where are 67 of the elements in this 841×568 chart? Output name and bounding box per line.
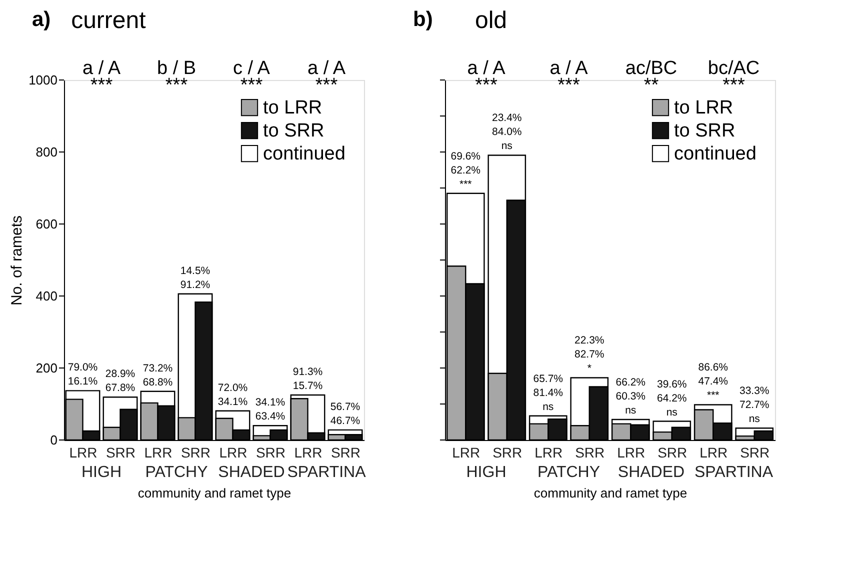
y-tick-label: 1000 <box>28 72 58 88</box>
x-tick-label: SRR <box>658 444 688 460</box>
chart-title: current <box>71 7 146 34</box>
x-tick-label: LRR <box>294 444 322 460</box>
annotation: 22.3% 82.7% * <box>574 334 604 375</box>
x-tick-label: LRR <box>534 444 563 460</box>
x-tick-label: LRR <box>452 444 480 460</box>
text: SPARTINA <box>694 464 774 481</box>
annotation: a / A *** <box>307 58 346 96</box>
annotation: 28.9% 67.8% <box>105 368 136 394</box>
legend-label: to SRR <box>263 120 324 142</box>
x-tick-label: SRR <box>492 444 522 460</box>
x-tick-label: SRR <box>106 444 136 460</box>
annotation: 86.6% 47.4% *** <box>698 362 728 402</box>
x-tick-label: SRR <box>256 444 286 460</box>
annotation: 91.3% 15.7% <box>292 366 323 392</box>
legend-label: to LRR <box>674 98 734 118</box>
text: b) <box>413 8 433 31</box>
annotation: b / B *** <box>156 58 196 96</box>
x-tick-label: LRR <box>700 444 728 460</box>
annotation: 65.7% 81.4% ns <box>533 372 564 413</box>
annotation: 33.3% 72.7% ns <box>739 385 770 426</box>
annotation: a / A *** <box>467 58 506 96</box>
annotation: 73.2% 68.8% <box>142 362 173 388</box>
y-tick-label: 600 <box>36 216 58 232</box>
annotation: 39.6% 64.2% ns <box>656 378 687 418</box>
x-axis-title: community and ramet type <box>534 486 688 500</box>
legend-label: continued <box>674 144 756 164</box>
annotation: 14.5% 91.2% <box>180 264 210 291</box>
text: SPARTINA <box>287 464 366 481</box>
x-axis-title: community and ramet type <box>138 486 292 500</box>
annotation: 34.1% 63.4% <box>255 396 286 423</box>
y-tick-label: 800 <box>36 144 58 160</box>
x-tick-label: LRR <box>617 444 646 460</box>
text: PATCHY <box>145 464 208 481</box>
y-tick-label: 0 <box>50 432 58 448</box>
chart-title: old <box>475 7 508 34</box>
annotation: 72.0% 34.1% <box>218 382 248 408</box>
annotation: a / A *** <box>82 58 121 96</box>
text: a) <box>32 8 51 31</box>
text: SHADED <box>618 464 685 481</box>
y-axis-title: No. of ramets <box>8 215 26 306</box>
x-tick-label: SRR <box>180 444 211 460</box>
y-tick-label: 400 <box>36 288 58 304</box>
text: HIGH <box>466 464 506 481</box>
text: SHADED <box>218 464 285 481</box>
x-tick-label: SRR <box>740 444 770 460</box>
x-tick-label: SRR <box>575 444 605 460</box>
annotation: 66.2% 60.3% ns <box>616 376 646 416</box>
annotation: 56.7% 46.7% <box>330 400 360 427</box>
annotation: 23.4% 84.0% ns <box>492 112 522 152</box>
annotation: 69.6% 62.2% *** <box>450 150 481 190</box>
text: PATCHY <box>537 464 600 481</box>
legend-label: to LRR <box>263 98 322 118</box>
legend-label: to SRR <box>674 120 736 142</box>
x-tick-label: SRR <box>330 444 361 460</box>
annotation: c / A *** <box>233 58 270 96</box>
annotation: bc/AC *** <box>708 58 760 96</box>
annotation: 79.0% 16.1% <box>68 362 98 388</box>
text: HIGH <box>82 464 122 481</box>
x-tick-label: LRR <box>219 444 248 460</box>
x-tick-label: LRR <box>144 444 172 460</box>
legend-label: continued <box>263 144 346 164</box>
annotation: a / A *** <box>550 58 588 96</box>
annotation: ac/BC ** <box>625 58 678 96</box>
x-tick-label: LRR <box>69 444 98 460</box>
y-tick-label: 200 <box>36 360 58 376</box>
